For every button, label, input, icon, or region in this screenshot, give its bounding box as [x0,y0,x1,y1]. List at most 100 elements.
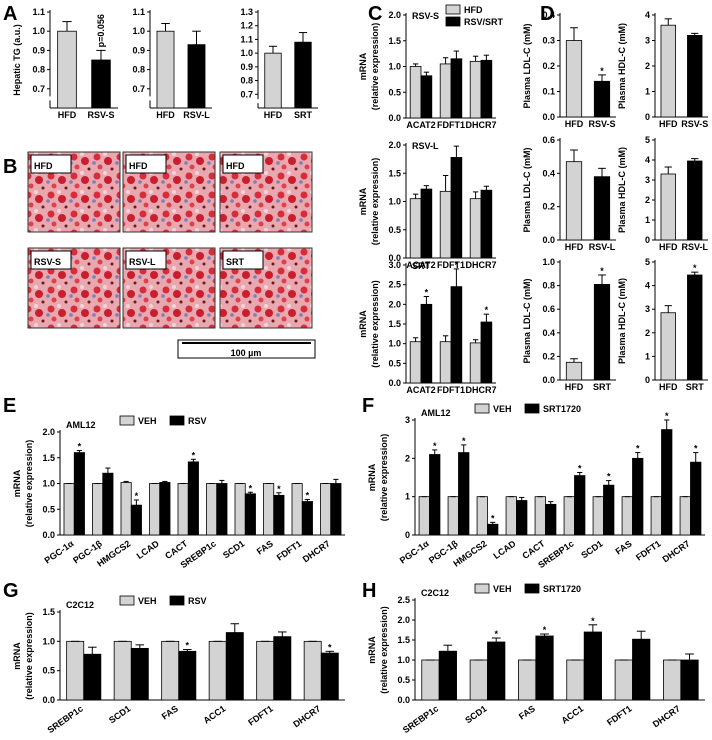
significance-star: * [491,513,495,523]
y-tick-label: 2.5 [388,280,401,290]
y-tick-label: 2 [405,453,410,463]
legend-swatch [524,583,540,594]
bar [234,483,246,536]
bar [102,472,114,536]
y-tick-label: 1.0 [388,62,401,72]
x-tick-label: FDFT1 [634,538,663,562]
x-tick-label: FDFT1 [437,385,465,395]
y-axis-label: Plasma HDL-C (mM) [617,23,627,109]
chart-title: RSV-L [412,141,439,151]
significance-star: * [600,66,604,76]
y-tick-label: 0.8 [240,76,253,86]
x-tick-label: ACC1 [559,703,585,725]
x-tick-label: ACAT2 [406,260,435,270]
significance-star: * [485,305,489,315]
chart-title: C2C12 [66,600,94,610]
y-tick-label: 4 [645,10,650,20]
x-tick-label: DHCR7 [465,260,496,270]
y-tick-label: 0.7 [132,84,145,94]
bar [63,483,75,536]
x-tick-label: RSV-S [681,119,708,129]
x-tick-label: FAS [160,703,180,721]
bar [439,63,452,119]
x-tick-label: SRT [593,382,612,392]
bar [469,60,482,119]
bar [593,80,611,118]
y-axis-label: Plasma HDL-C (mM) [617,278,627,364]
bar [130,647,149,701]
y-axis-label: Plasma LDL-C (mM) [522,23,532,108]
bar [187,461,199,536]
bar [438,650,457,701]
bar [256,640,275,701]
micrograph [27,247,121,329]
y-tick-label: 3 [405,415,410,425]
x-tick-label: FDFT1 [605,703,634,727]
significance-star: * [636,444,640,454]
axis-break [254,99,318,104]
x-tick-label: RSV-L [681,242,708,252]
y-tick-label: 1.1 [240,34,253,44]
y-axis-label: (relative expression) [24,440,34,528]
image-label-box [125,250,167,270]
x-tick-label: DHCR7 [465,385,496,395]
bar [545,503,557,536]
bar [83,653,102,701]
y-tick-label: 0.5 [42,666,55,676]
bar [593,284,611,381]
bar [91,59,111,109]
bar [592,496,604,536]
y-tick-label: 2 [645,195,650,205]
bar [409,66,422,119]
y-tick-label: 5 [645,257,650,267]
y-tick-label: 0.0 [542,112,555,122]
y-tick-label: 2.0 [397,615,410,625]
y-tick-label: 0.0 [542,235,555,245]
bar [244,493,256,536]
y-tick-label: 3 [645,175,650,185]
panel-label: C [368,3,382,25]
significance-star: * [543,625,547,635]
x-tick-label: ACAT2 [406,385,435,395]
bar [178,650,197,701]
bar [690,461,702,536]
y-tick-label: 0.2 [542,202,555,212]
y-tick-label: 1.5 [42,607,55,617]
bar [291,483,303,536]
bar [420,75,433,119]
x-tick-label: PGC-1α [43,538,76,565]
bar [149,483,161,536]
significance-star: * [433,441,437,451]
y-axis-label: Hepatic TG (a.u.) [12,24,22,96]
y-tick-label: 1.0 [542,257,555,267]
bar [679,496,691,536]
x-tick-label: SREBP1c [46,703,85,735]
y-tick-label: 0.6 [542,135,555,145]
legend-swatch [474,583,490,594]
y-tick-label: 2.0 [388,299,401,309]
bar [563,496,575,536]
scale-box [177,339,316,359]
y-tick-label: 0.4 [542,10,555,20]
bar [187,44,206,109]
significance-star: * [578,464,582,474]
x-tick-label: FAS [614,538,634,556]
bar [687,274,703,381]
y-tick-label: 1 [645,351,650,361]
legend-swatch [169,415,185,426]
x-tick-label: HFD [156,110,175,120]
bar [680,659,699,701]
bar [565,361,583,381]
bar [439,190,452,259]
x-tick-label: HFD [565,382,584,392]
y-tick-label: 0.5 [388,87,401,97]
x-tick-label: LCAD [135,538,162,561]
legend-label: RSV [188,596,207,606]
bar [574,475,586,536]
bar [603,484,615,536]
x-tick-label: HFD [659,119,678,129]
bar [409,198,422,259]
bar [469,659,488,701]
image-label: HFD [226,161,245,171]
